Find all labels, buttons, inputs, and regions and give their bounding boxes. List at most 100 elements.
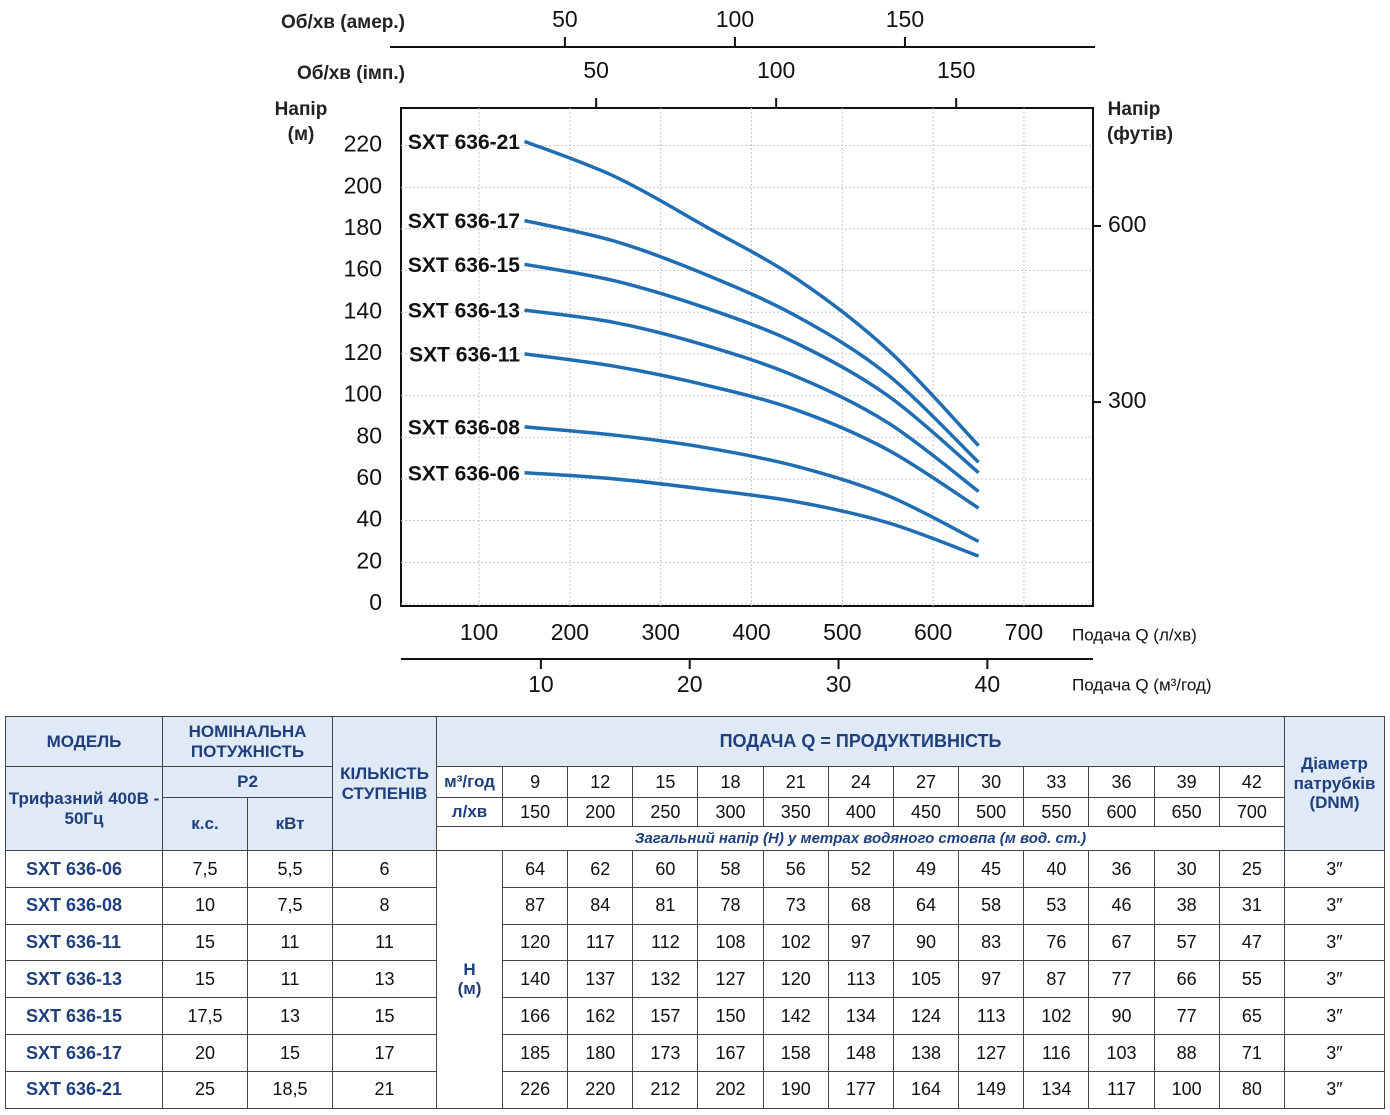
- head: 166: [502, 997, 569, 1035]
- x-tick-label: 30: [826, 671, 852, 697]
- head: 83: [958, 923, 1025, 962]
- head: 56: [762, 850, 829, 888]
- head: 52: [827, 850, 894, 888]
- head: 57: [1153, 923, 1220, 962]
- head: 30: [1153, 850, 1220, 888]
- x-tick-label: 300: [642, 619, 680, 645]
- y-tick-label: 40: [356, 506, 382, 532]
- head: 64: [502, 850, 569, 888]
- stages: 21: [332, 1070, 438, 1109]
- model: SXT 636-17: [5, 1033, 163, 1072]
- model: SXT 636-15: [5, 997, 163, 1035]
- stages: 11: [332, 923, 438, 962]
- head: 120: [762, 960, 829, 999]
- kw: 5,5: [246, 850, 334, 888]
- head: 40: [1023, 850, 1090, 888]
- data-row: SXT 636-08 10 7,5 8 87 84 81 78 73 68 64 58 53 46 38 31…: [5, 886, 1385, 925]
- hp: 7,5: [162, 850, 248, 888]
- head: 134: [1023, 1070, 1090, 1109]
- head: 67: [1088, 923, 1155, 962]
- head: 90: [1088, 997, 1155, 1035]
- y-tick-label: 160: [344, 256, 382, 282]
- stages: 13: [332, 960, 438, 999]
- header-cell: ПОДАЧА Q = ПРОДУКТИВНІСТЬ: [436, 716, 1285, 767]
- curve: [524, 218, 980, 464]
- y-tick-label: 100: [344, 381, 382, 407]
- head: 103: [1088, 1033, 1155, 1072]
- dnm: 3″: [1284, 850, 1385, 888]
- head: 185: [502, 1033, 569, 1072]
- y2-label: (футів): [1107, 124, 1173, 145]
- flow-lmin: 500: [958, 797, 1025, 827]
- hp: 15: [162, 960, 248, 999]
- header-cell: Трифазний 400В - 50Гц: [5, 766, 163, 851]
- model: SXT 636-08: [5, 886, 163, 925]
- x-tick-label: 200: [551, 619, 589, 645]
- y-tick-label: 20: [356, 547, 382, 573]
- head: 81: [632, 886, 699, 925]
- series-label: SXT 636-21: [408, 131, 520, 154]
- head: 134: [827, 997, 894, 1035]
- series-label: SXT 636-06: [408, 462, 520, 485]
- head: 108: [697, 923, 764, 962]
- h-unit: Н (м): [436, 850, 504, 1109]
- data-row: SXT 636-21 25 18,5 21 226 220 212 202 190 177 164 1…: [5, 1070, 1385, 1109]
- head: 66: [1153, 960, 1220, 999]
- flow-lmin: 350: [762, 797, 829, 827]
- x-tick-label: 40: [975, 671, 1001, 697]
- dnm: 3″: [1284, 960, 1385, 999]
- dnm: 3″: [1284, 923, 1385, 962]
- series-label: SXT 636-13: [408, 300, 520, 323]
- header-cell: Діаметр патрубків (DNM): [1284, 716, 1385, 851]
- x-label: Подача Q (л/хв): [1072, 625, 1197, 644]
- head: 87: [502, 886, 569, 925]
- flow-m3h: 18: [697, 766, 764, 798]
- head: 77: [1153, 997, 1220, 1035]
- head: 138: [892, 1033, 960, 1072]
- head: 167: [697, 1033, 764, 1072]
- kw: 18,5: [246, 1070, 334, 1109]
- head: 97: [827, 923, 894, 962]
- curve: [524, 352, 980, 510]
- series-label: SXT 636-17: [408, 210, 520, 233]
- head: 53: [1023, 886, 1090, 925]
- y-label: Напір: [275, 99, 328, 120]
- kw: 11: [246, 923, 334, 962]
- model: SXT 636-11: [5, 923, 163, 962]
- head: 55: [1218, 960, 1286, 999]
- flow-lmin: 300: [697, 797, 764, 827]
- flow-m3h: 12: [567, 766, 634, 798]
- flow-lmin: 550: [1023, 797, 1090, 827]
- flow-m3h: 30: [958, 766, 1025, 798]
- head: 100: [1153, 1070, 1220, 1109]
- x-tick-label: 20: [677, 671, 703, 697]
- head: 158: [762, 1033, 829, 1072]
- kw: 7,5: [246, 886, 334, 925]
- x-tick-label: 50: [552, 6, 578, 32]
- dnm: 3″: [1284, 1070, 1385, 1109]
- head: 120: [502, 923, 569, 962]
- data-row: SXT 636-15 17,5 13 15 166 162 157 150 142 134 124 1…: [5, 997, 1385, 1035]
- y2-label: Напір: [1108, 99, 1161, 120]
- hp: 25: [162, 1070, 248, 1109]
- header-cell: НОМІНАЛЬНА ПОТУЖНІСТЬ: [161, 716, 334, 767]
- head: 87: [1023, 960, 1090, 999]
- head: 36: [1088, 850, 1155, 888]
- y-tick-label: 200: [344, 172, 382, 198]
- stages: 6: [332, 850, 438, 888]
- y-label: (м): [288, 124, 315, 145]
- x-tick-label: 100: [460, 619, 498, 645]
- head: 58: [958, 886, 1025, 925]
- x-tick-label: 10: [528, 671, 554, 697]
- head: 71: [1218, 1033, 1286, 1072]
- header-cell: кВт: [246, 797, 334, 851]
- flow-m3h: 42: [1218, 766, 1286, 798]
- head: 177: [827, 1070, 894, 1109]
- series-label: SXT 636-11: [409, 343, 520, 366]
- head: 76: [1023, 923, 1090, 962]
- head: 190: [762, 1070, 829, 1109]
- head: 212: [632, 1070, 699, 1109]
- x-tick-label: 700: [1005, 619, 1043, 645]
- head: 124: [892, 997, 960, 1035]
- head: 150: [697, 997, 764, 1035]
